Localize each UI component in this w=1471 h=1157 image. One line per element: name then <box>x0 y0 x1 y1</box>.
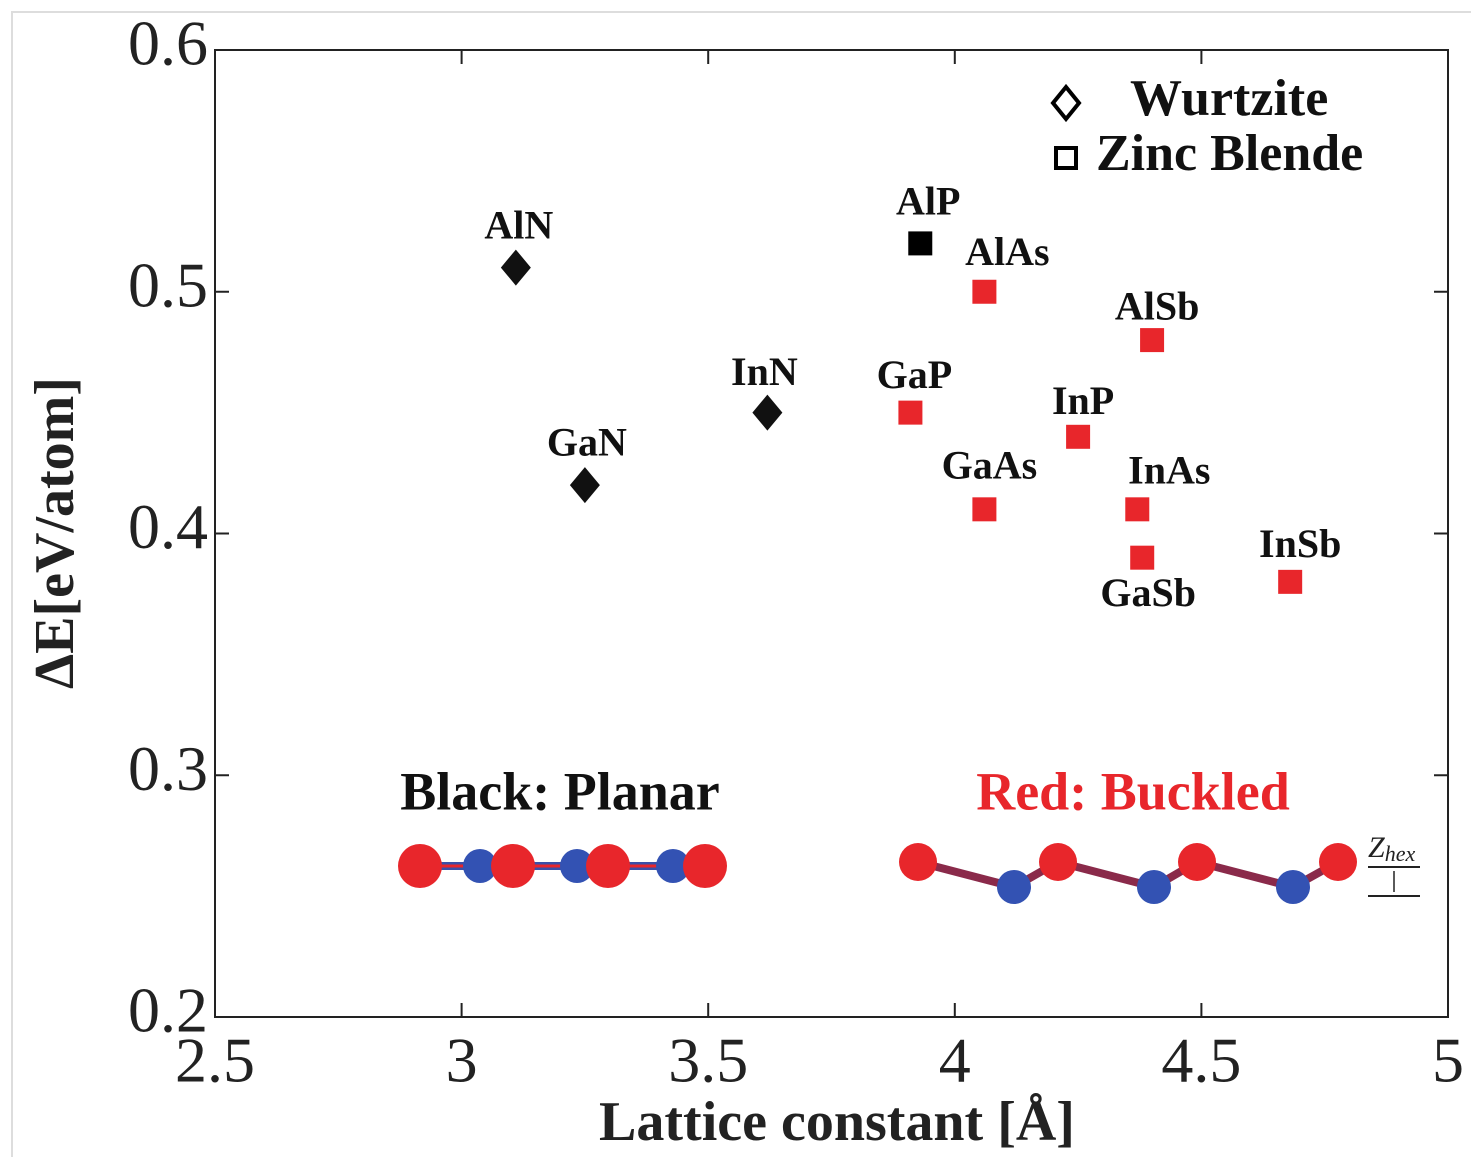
legend-marker <box>1054 146 1078 170</box>
x-tick-label: 4.5 <box>1161 1025 1241 1096</box>
page-border <box>11 11 1471 1157</box>
z-hex-label: Zhex <box>1368 831 1415 866</box>
planar-annotation: Black: Planar <box>400 761 720 821</box>
point-label: InAs <box>1128 447 1210 492</box>
x-tick-label: 2.5 <box>175 1025 255 1096</box>
point <box>752 394 783 431</box>
legend-marker <box>1050 83 1082 123</box>
buckled-annotation: Red: Buckled <box>976 761 1290 821</box>
point-label: GaP <box>877 352 953 397</box>
y-tick-label: 0.2 <box>128 975 208 1046</box>
point-label: AlN <box>484 203 553 248</box>
x-tick-label: 4 <box>939 1025 971 1096</box>
y-tick-label: 0.3 <box>128 733 208 804</box>
z-symbol: Z <box>1368 831 1385 864</box>
point-label: GaSb <box>1100 570 1196 615</box>
buckled-structure <box>899 843 1420 904</box>
x-tick-label: 3 <box>446 1025 478 1096</box>
point <box>1125 497 1150 522</box>
y-tick-label: 0.6 <box>128 8 208 79</box>
legend-label: Wurtzite <box>1130 70 1328 127</box>
point <box>898 400 923 425</box>
legend-label: Zinc Blende <box>1096 125 1363 182</box>
point-label: InSb <box>1259 521 1341 566</box>
point <box>500 249 531 286</box>
point <box>908 231 933 256</box>
point <box>569 467 600 504</box>
point-label: InP <box>1052 378 1114 423</box>
planar-structure <box>398 844 727 888</box>
point <box>1140 328 1165 353</box>
point-label: AlSb <box>1115 283 1200 328</box>
point-label: AlP <box>896 179 960 224</box>
z-subscript: hex <box>1385 841 1416 866</box>
y-tick-label: 0.4 <box>128 491 208 562</box>
point-label: AlAs <box>965 229 1049 274</box>
y-axis-title: ΔE[eV/atom] <box>24 377 86 689</box>
point <box>1066 424 1091 449</box>
point <box>1130 545 1155 570</box>
y-tick-label: 0.5 <box>128 249 208 320</box>
point <box>972 497 997 522</box>
x-tick-label: 5 <box>1432 1025 1464 1096</box>
point <box>1278 569 1303 594</box>
point <box>972 279 997 304</box>
point-label: InN <box>731 349 798 394</box>
x-tick-label: 3.5 <box>668 1025 748 1096</box>
x-axis-title: Lattice constant [Å] <box>599 1091 1075 1153</box>
point-label: GaAs <box>942 442 1038 487</box>
point-label: GaN <box>547 419 627 464</box>
